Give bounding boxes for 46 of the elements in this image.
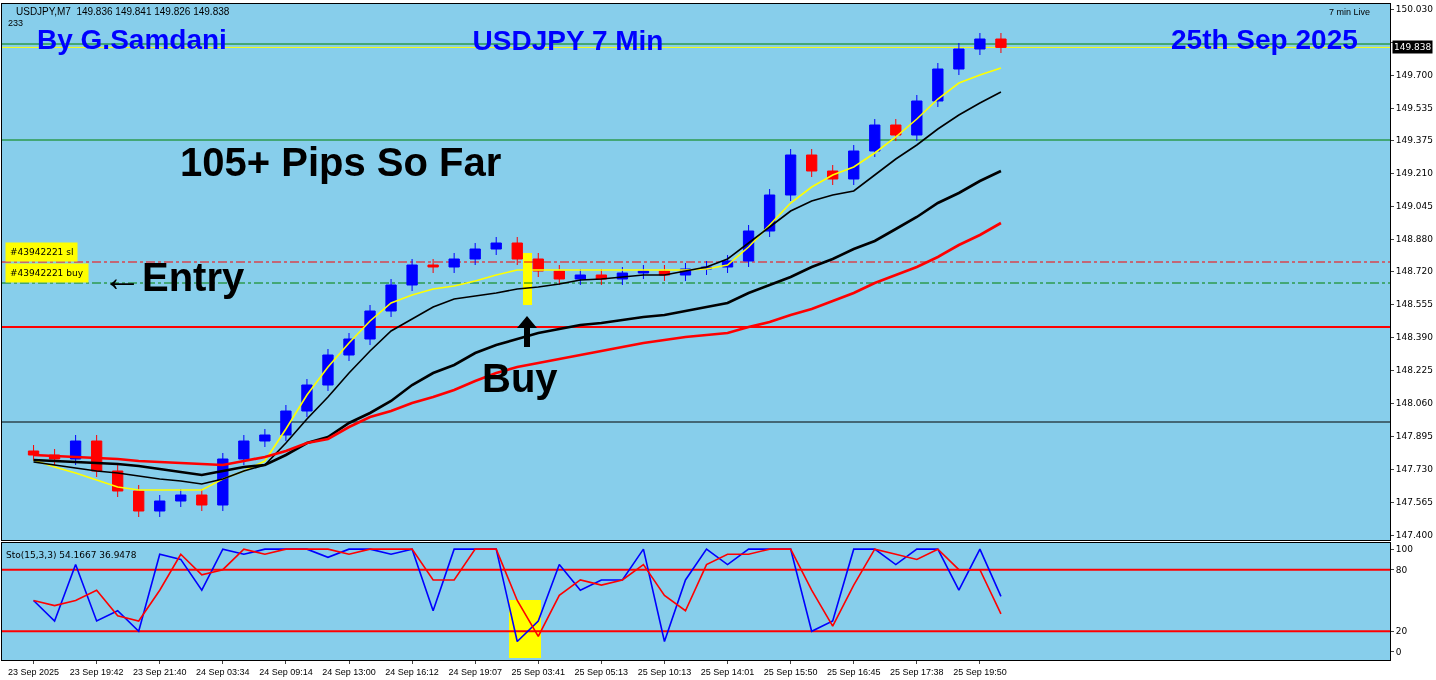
x-tick-label: 25 Sep 05:13 (574, 666, 629, 677)
y-tick-label: 100 (1395, 544, 1414, 555)
x-tick-label: 25 Sep 16:45 (826, 666, 881, 677)
y-tick-label: 0 (1395, 646, 1402, 657)
y-tick-label: 147.400 (1395, 530, 1434, 541)
y-tick-label: 147.895 (1395, 431, 1434, 442)
x-tick-label: 25 Sep 17:38 (890, 666, 944, 677)
y-tick-label: 149.535 (1395, 103, 1434, 114)
y-tick-label: 148.390 (1395, 332, 1434, 343)
y-tick-label: 148.060 (1395, 398, 1434, 409)
y-tick-label: 148.720 (1395, 266, 1434, 277)
y-tick-label: 149.210 (1395, 168, 1434, 179)
x-tick-label: 23 Sep 2025 (8, 666, 60, 677)
x-tick-label: 25 Sep 14:01 (700, 666, 755, 677)
y-tick-label: 149.375 (1395, 135, 1434, 146)
ref-line-label: #43942221 sl (10, 247, 74, 257)
y-tick-label: 148.225 (1395, 365, 1434, 376)
annotation: Buy (482, 356, 559, 400)
ref-line-label: #43942221 buy (10, 268, 84, 278)
annotation: ←Entry (102, 255, 245, 299)
y-tick-label: 150.030 (1395, 4, 1434, 15)
y-tick-label: 149.700 (1395, 70, 1434, 81)
x-tick-label: 25 Sep 19:50 (953, 666, 1007, 677)
x-tick-label: 24 Sep 09:14 (259, 666, 313, 677)
x-tick-label: 23 Sep 21:40 (132, 666, 187, 677)
annotation: 105+ Pips So Far (180, 140, 502, 184)
y-tick-label: 148.555 (1395, 299, 1434, 310)
x-tick-label: 24 Sep 13:00 (322, 666, 376, 677)
x-tick-label: 25 Sep 15:50 (763, 666, 818, 677)
y-tick-label: 147.565 (1395, 497, 1434, 508)
x-tick-label: 25 Sep 10:13 (637, 666, 692, 677)
annotation: USDJPY,M7 149.836 149.841 149.826 149.838 (16, 6, 230, 17)
text: Sto(15,3,3) 54.1667 36.9478 (6, 550, 137, 561)
y-tick-label: 149.045 (1395, 201, 1434, 212)
annotation: 7 min Live (1329, 7, 1371, 17)
y-tick-label: 20 (1395, 626, 1408, 637)
x-tick-label: 24 Sep 19:07 (448, 666, 502, 677)
y-tick-label: 147.730 (1395, 464, 1434, 475)
ref-line-label: 149.838 (1394, 42, 1432, 52)
y-tick-label: 80 (1395, 564, 1408, 575)
x-tick-label: 24 Sep 03:34 (196, 666, 250, 677)
x-tick-label: 25 Sep 03:41 (511, 666, 566, 677)
y-tick-label: 148.880 (1395, 234, 1434, 245)
x-tick-label: 24 Sep 16:12 (385, 666, 439, 677)
annotation: 233 (8, 18, 24, 28)
x-tick-label: 23 Sep 19:42 (69, 666, 124, 677)
